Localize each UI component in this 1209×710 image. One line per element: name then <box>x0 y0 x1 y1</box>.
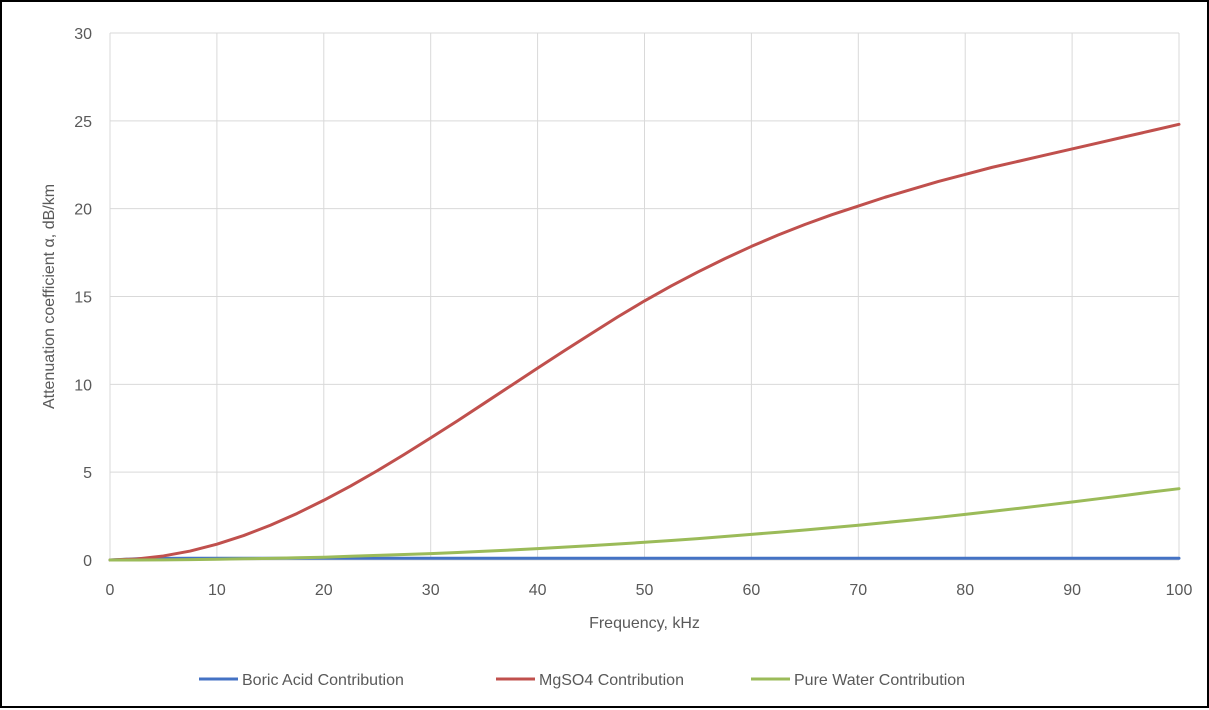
tick-labels: 0 5 10 15 20 25 30 0 10 20 30 40 50 60 70 80 90 100 <box>74 26 1192 599</box>
x-tick-label: 0 <box>106 582 115 599</box>
y-tick-label: 30 <box>74 26 92 43</box>
x-tick-label: 80 <box>956 582 974 599</box>
gridlines <box>109 32 1180 561</box>
legend-label-2: Pure Water Contribution <box>794 672 965 689</box>
y-axis-title: Attenuation coefficient α, dB/km <box>41 184 58 409</box>
x-tick-label: 70 <box>849 582 867 599</box>
series-line-2 <box>108 487 1181 562</box>
x-axis-title: Frequency, kHz <box>589 615 700 632</box>
series-line-1 <box>108 122 1181 562</box>
y-tick-label: 10 <box>74 377 92 394</box>
x-tick-label: 30 <box>422 582 440 599</box>
series-lines <box>108 122 1181 562</box>
legend-label-0: Boric Acid Contribution <box>242 672 404 689</box>
y-tick-label: 15 <box>74 290 92 307</box>
x-tick-label: 10 <box>208 582 226 599</box>
y-tick-label: 0 <box>83 553 92 570</box>
x-tick-label: 100 <box>1166 582 1193 599</box>
y-tick-label: 5 <box>83 465 92 482</box>
x-tick-label: 40 <box>529 582 547 599</box>
x-tick-label: 90 <box>1063 582 1081 599</box>
x-tick-label: 50 <box>636 582 654 599</box>
legend-label-1: MgSO4 Contribution <box>539 672 684 689</box>
y-tick-label: 25 <box>74 114 92 131</box>
y-tick-label: 20 <box>74 202 92 219</box>
x-tick-label: 20 <box>315 582 333 599</box>
x-tick-label: 60 <box>743 582 761 599</box>
legend: Boric Acid Contribution MgSO4 Contributio… <box>199 672 965 689</box>
